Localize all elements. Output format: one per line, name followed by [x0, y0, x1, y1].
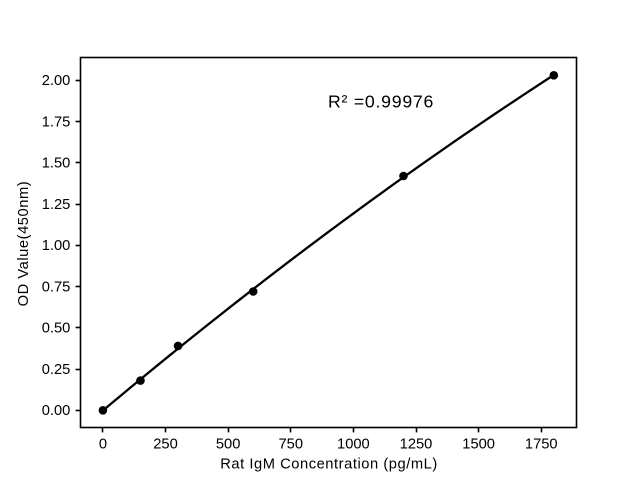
svg-text:0.25: 0.25 [42, 362, 71, 378]
svg-text:R² =0.99976: R² =0.99976 [328, 92, 434, 112]
svg-text:1.25: 1.25 [42, 197, 71, 213]
svg-text:1500: 1500 [462, 436, 495, 452]
svg-text:1.00: 1.00 [42, 238, 71, 254]
svg-text:1.50: 1.50 [42, 156, 71, 172]
svg-text:1250: 1250 [400, 436, 433, 452]
svg-text:0.75: 0.75 [42, 279, 71, 295]
svg-text:250: 250 [153, 436, 178, 452]
svg-text:1.75: 1.75 [42, 114, 71, 130]
svg-text:0.00: 0.00 [42, 403, 71, 419]
svg-text:0: 0 [99, 436, 107, 452]
svg-text:750: 750 [279, 436, 304, 452]
svg-text:500: 500 [216, 436, 241, 452]
svg-text:1000: 1000 [337, 436, 370, 452]
svg-text:1750: 1750 [525, 436, 558, 452]
svg-text:OD Value(450nm): OD Value(450nm) [16, 181, 32, 307]
svg-text:2.00: 2.00 [42, 73, 71, 89]
svg-text:0.50: 0.50 [42, 321, 71, 337]
svg-text:Rat IgM Concentration (pg/mL): Rat IgM Concentration (pg/mL) [220, 457, 438, 473]
